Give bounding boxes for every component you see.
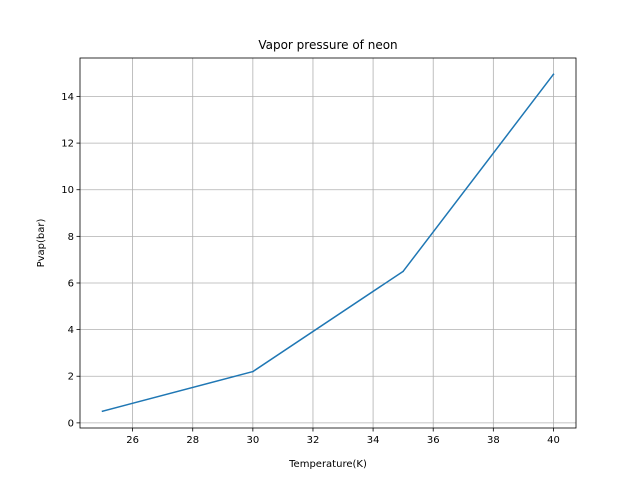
x-tick-label: 30	[246, 435, 259, 446]
x-tick-label: 28	[186, 435, 199, 446]
x-axis-label: Temperature(K)	[288, 459, 367, 470]
data-point	[252, 370, 254, 373]
chart-title: Vapor pressure of neon	[258, 38, 397, 52]
plot-area	[80, 58, 576, 428]
y-tick-label: 2	[68, 372, 74, 383]
data-point	[552, 73, 555, 76]
x-tick-label: 34	[367, 435, 380, 446]
x-tick-label: 40	[547, 435, 560, 446]
series-layer	[101, 73, 555, 413]
y-tick-label: 12	[61, 139, 74, 150]
series-line	[101, 73, 555, 413]
data-point	[101, 410, 104, 412]
data-point	[402, 270, 404, 273]
x-tick-label: 38	[487, 435, 500, 446]
y-tick-label: 6	[68, 278, 74, 289]
y-tick-label: 10	[61, 185, 74, 196]
grid-layer	[80, 58, 576, 428]
y-tick-label: 8	[68, 232, 74, 243]
y-tick-label: 0	[68, 418, 74, 429]
tick-layer: 26 28 30 32 34 36 38 40 0 2 4 6 8 10 12 14	[61, 92, 560, 446]
x-tick-label: 26	[126, 435, 139, 446]
plot-frame	[79, 57, 577, 429]
y-tick-label: 14	[61, 92, 74, 103]
y-axis-label: Pvap(bar)	[36, 219, 47, 268]
x-tick-label: 32	[307, 435, 320, 446]
x-tick-label: 36	[427, 435, 440, 446]
y-tick-label: 4	[68, 325, 74, 336]
